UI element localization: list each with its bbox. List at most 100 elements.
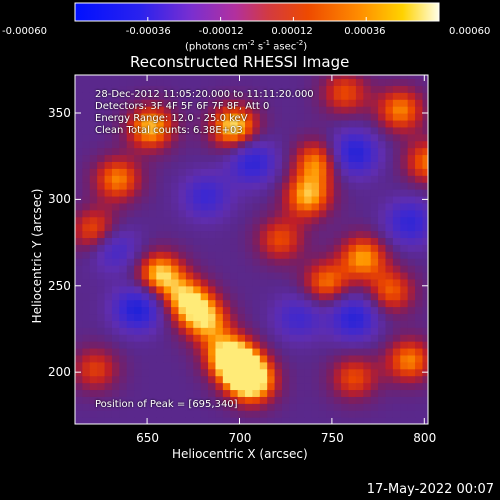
heatmap-cell xyxy=(289,154,298,162)
heatmap-cell xyxy=(163,334,172,342)
heatmap-cell xyxy=(178,75,187,80)
heatmap-cell xyxy=(193,92,202,100)
heatmap-cell xyxy=(89,209,98,218)
heatmap-cell xyxy=(89,341,98,349)
heatmap-cell xyxy=(370,244,379,252)
heatmap-cell xyxy=(378,189,387,197)
heatmap-cell xyxy=(326,209,335,218)
heatmap-cell xyxy=(318,347,327,356)
heatmap-cell xyxy=(370,265,379,273)
heatmap-cell xyxy=(230,382,239,391)
heatmap-cell xyxy=(415,182,424,190)
heatmap-cell xyxy=(304,99,313,107)
heatmap-cell xyxy=(89,202,98,211)
heatmap-cell xyxy=(355,396,364,404)
heatmap-cell xyxy=(415,75,424,80)
heatmap-cell xyxy=(348,410,357,418)
heatmap-cell xyxy=(407,92,416,100)
heatmap-cell xyxy=(267,161,276,169)
heatmap-cell xyxy=(111,375,120,384)
heatmap-cell xyxy=(237,417,246,424)
heatmap-cell xyxy=(193,182,202,190)
heatmap-cell xyxy=(363,119,372,128)
heatmap-cell xyxy=(289,410,298,418)
heatmap-cell xyxy=(222,133,231,142)
heatmap-cell xyxy=(333,195,342,204)
heatmap-cell xyxy=(230,154,239,162)
heatmap-cell xyxy=(156,126,165,135)
heatmap-cell xyxy=(126,278,135,287)
heatmap-cell xyxy=(82,258,91,266)
heatmap-cell xyxy=(333,119,342,128)
heatmap-cell xyxy=(267,271,276,280)
heatmap-cell xyxy=(281,140,290,149)
heatmap-cell xyxy=(237,119,246,128)
heatmap-cell xyxy=(341,223,350,232)
heatmap-cell xyxy=(200,403,209,411)
heatmap-cell xyxy=(363,320,372,328)
heatmap-cell xyxy=(326,347,335,356)
heatmap-cell xyxy=(230,209,239,218)
heatmap-cell xyxy=(75,271,83,280)
heatmap-cell xyxy=(355,285,364,294)
heatmap-cell xyxy=(193,106,202,114)
heatmap-cell xyxy=(311,327,320,335)
heatmap-cell xyxy=(289,313,298,321)
heatmap-cell xyxy=(82,202,91,211)
heatmap-cell xyxy=(89,126,98,135)
heatmap-cell xyxy=(333,410,342,418)
heatmap-cell xyxy=(348,417,357,424)
heatmap-cell xyxy=(252,189,261,197)
heatmap-cell xyxy=(148,75,157,80)
heatmap-cell xyxy=(407,341,416,349)
heatmap-cell xyxy=(163,271,172,280)
heatmap-cell xyxy=(318,182,327,190)
heatmap-cell xyxy=(75,334,83,342)
heatmap-cell xyxy=(267,292,276,301)
heatmap-cell xyxy=(156,410,165,418)
heatmap-cell xyxy=(304,168,313,176)
heatmap-cell xyxy=(89,244,98,252)
heatmap-cell xyxy=(156,368,165,377)
heatmap-cell xyxy=(156,265,165,273)
heatmap-cell xyxy=(318,154,327,162)
heatmap-cell xyxy=(111,237,120,245)
heatmap-cell xyxy=(215,106,224,114)
heatmap-cell xyxy=(178,92,187,100)
heatmap-cell xyxy=(370,341,379,349)
heatmap-cell xyxy=(75,251,83,259)
heatmap-cell xyxy=(141,382,150,391)
heatmap-cell xyxy=(171,202,180,211)
heatmap-cell xyxy=(400,347,409,356)
heatmap-cell xyxy=(163,140,172,149)
heatmap-cell xyxy=(163,106,172,114)
heatmap-cell xyxy=(148,182,157,190)
heatmap-cell xyxy=(208,278,217,287)
heatmap-cell xyxy=(422,327,428,335)
heatmap-cell xyxy=(148,313,157,321)
heatmap-cell xyxy=(193,271,202,280)
heatmap-cell xyxy=(215,216,224,225)
heatmap-cell xyxy=(89,396,98,404)
heatmap-cell xyxy=(245,182,254,190)
heatmap-cell xyxy=(126,154,135,162)
heatmap-cell xyxy=(348,244,357,252)
heatmap-cell xyxy=(200,154,209,162)
heatmap-cell xyxy=(230,78,239,86)
heatmap-cell xyxy=(378,168,387,176)
heatmap-cell xyxy=(355,306,364,315)
heatmap-cell xyxy=(296,299,305,308)
heatmap-cell xyxy=(200,396,209,404)
heatmap-cell xyxy=(200,75,209,80)
heatmap-cell xyxy=(274,113,283,121)
heatmap-cell xyxy=(193,85,202,93)
heatmap-cell xyxy=(215,258,224,266)
heatmap-cell xyxy=(378,313,387,321)
heatmap-cell xyxy=(355,230,364,239)
heatmap-cell xyxy=(318,341,327,349)
heatmap-cell xyxy=(89,92,98,100)
heatmap-cell xyxy=(185,154,194,162)
heatmap-cell xyxy=(222,403,231,411)
heatmap-cell xyxy=(326,299,335,308)
heatmap-cell xyxy=(400,382,409,391)
